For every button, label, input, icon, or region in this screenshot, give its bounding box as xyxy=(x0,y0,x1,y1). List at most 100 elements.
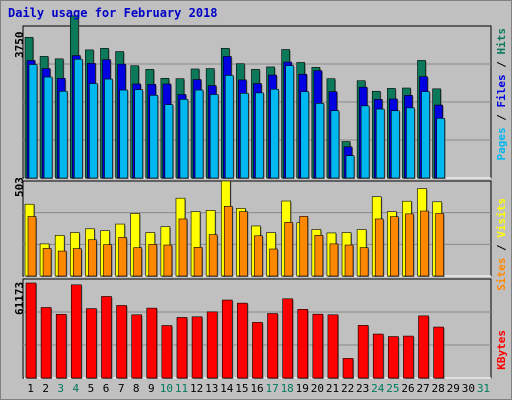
kbytes-bar xyxy=(55,314,67,379)
kbytes-bar xyxy=(312,313,324,379)
kbytes-bar xyxy=(418,315,429,379)
kbytes-bar xyxy=(372,333,384,379)
sites-bar xyxy=(193,246,203,277)
pages-bar xyxy=(391,110,400,179)
day-label: 10 xyxy=(159,382,174,395)
sites-bar xyxy=(118,237,127,277)
pages-bar xyxy=(360,105,370,179)
day-label: 29 xyxy=(446,382,460,395)
kbytes-bar xyxy=(146,307,158,379)
day-label: 9 xyxy=(148,382,155,395)
sites-bar xyxy=(405,213,414,277)
pages-bar xyxy=(345,155,355,179)
kbytes-bar xyxy=(252,322,263,379)
kbytes-bar xyxy=(101,296,112,379)
sites-bar xyxy=(88,239,97,277)
sites-bar xyxy=(420,210,429,277)
sites-bar xyxy=(254,235,263,277)
pages-bar xyxy=(330,110,340,179)
pages-bar xyxy=(134,89,143,179)
kbytes-bar xyxy=(116,305,127,379)
day-label: 24 xyxy=(371,382,385,395)
kbytes-bar xyxy=(70,284,82,379)
day-label: 20 xyxy=(310,382,324,395)
bot-legend-kbytes: KBytes xyxy=(495,330,508,370)
day-label: 11 xyxy=(174,382,189,395)
sites-bar xyxy=(284,222,293,277)
kbytes-bar xyxy=(237,302,248,379)
pages-bar xyxy=(209,94,219,179)
kbytes-bar xyxy=(176,317,188,379)
day-label: 17 xyxy=(265,382,279,395)
sites-bar xyxy=(163,244,173,277)
bot-legend: KBytes xyxy=(495,330,508,370)
day-label: 14 xyxy=(220,382,234,395)
day-label: 27 xyxy=(416,382,430,395)
pages-bar xyxy=(89,83,98,179)
sites-bar xyxy=(148,244,158,277)
day-label: 13 xyxy=(205,382,219,395)
pages-bar xyxy=(119,89,128,179)
sites-bar xyxy=(208,234,218,277)
pages-bar xyxy=(421,91,430,179)
pages-bar xyxy=(104,78,113,179)
sites-bar xyxy=(374,218,384,277)
day-label: 31 xyxy=(476,382,491,395)
kbytes-bar xyxy=(342,358,354,379)
sites-bar xyxy=(314,235,324,277)
day-label: 30 xyxy=(461,382,475,395)
sites-bar xyxy=(133,247,142,277)
day-label: 26 xyxy=(401,382,415,395)
bars-layer xyxy=(24,15,446,379)
day-label: 5 xyxy=(87,382,95,395)
kbytes-bar xyxy=(388,336,399,379)
pages-bar xyxy=(179,99,189,179)
pages-bar xyxy=(149,95,159,179)
day-label: 25 xyxy=(386,382,400,395)
pages-bar xyxy=(28,64,38,179)
pages-bar xyxy=(406,107,415,179)
day-label: 22 xyxy=(340,382,355,395)
day-label: 23 xyxy=(356,382,370,395)
pages-bar xyxy=(73,58,83,179)
sites-bar xyxy=(72,248,82,277)
kbytes-bar xyxy=(282,298,293,379)
chart-title: Daily usage for February 2018 xyxy=(8,6,218,20)
pages-bar xyxy=(58,90,68,179)
day-label: 4 xyxy=(72,382,80,395)
sites-bar xyxy=(344,244,354,277)
kbytes-bar xyxy=(221,299,233,379)
top-legend: Pages / Files / Hits xyxy=(495,28,508,161)
day-label: 21 xyxy=(325,382,340,395)
day-label: 12 xyxy=(189,382,204,395)
day-label: 2 xyxy=(42,382,49,395)
mid-legend: Sites / Visits xyxy=(495,198,508,291)
bot-max-label: 61173 xyxy=(13,281,26,315)
top-max-label: 3750 xyxy=(13,31,26,59)
kbytes-bar xyxy=(297,309,309,379)
sites-bar xyxy=(435,213,444,277)
pages-bar xyxy=(255,92,264,179)
kbytes-bar xyxy=(267,313,278,379)
day-label: 15 xyxy=(235,382,249,395)
sites-bar xyxy=(57,250,67,277)
day-label: 1 xyxy=(27,382,34,395)
kbytes-bar xyxy=(403,335,414,379)
kbytes-bar xyxy=(357,325,369,379)
sites-bar xyxy=(329,243,339,277)
top-legend-files: Files xyxy=(495,74,508,108)
sites-bar xyxy=(42,248,52,277)
kbytes-bar xyxy=(433,326,444,379)
kbytes-bar xyxy=(206,311,218,379)
sites-bar xyxy=(223,206,233,277)
kbytes-bar xyxy=(40,307,52,379)
day-label: 19 xyxy=(295,382,309,395)
sites-bar xyxy=(269,248,278,277)
pages-bar xyxy=(164,104,174,179)
day-label: 6 xyxy=(102,382,110,395)
pages-bar xyxy=(375,108,385,179)
kbytes-bar xyxy=(131,314,142,379)
pages-bar xyxy=(285,65,294,179)
sites-bar xyxy=(390,216,399,277)
